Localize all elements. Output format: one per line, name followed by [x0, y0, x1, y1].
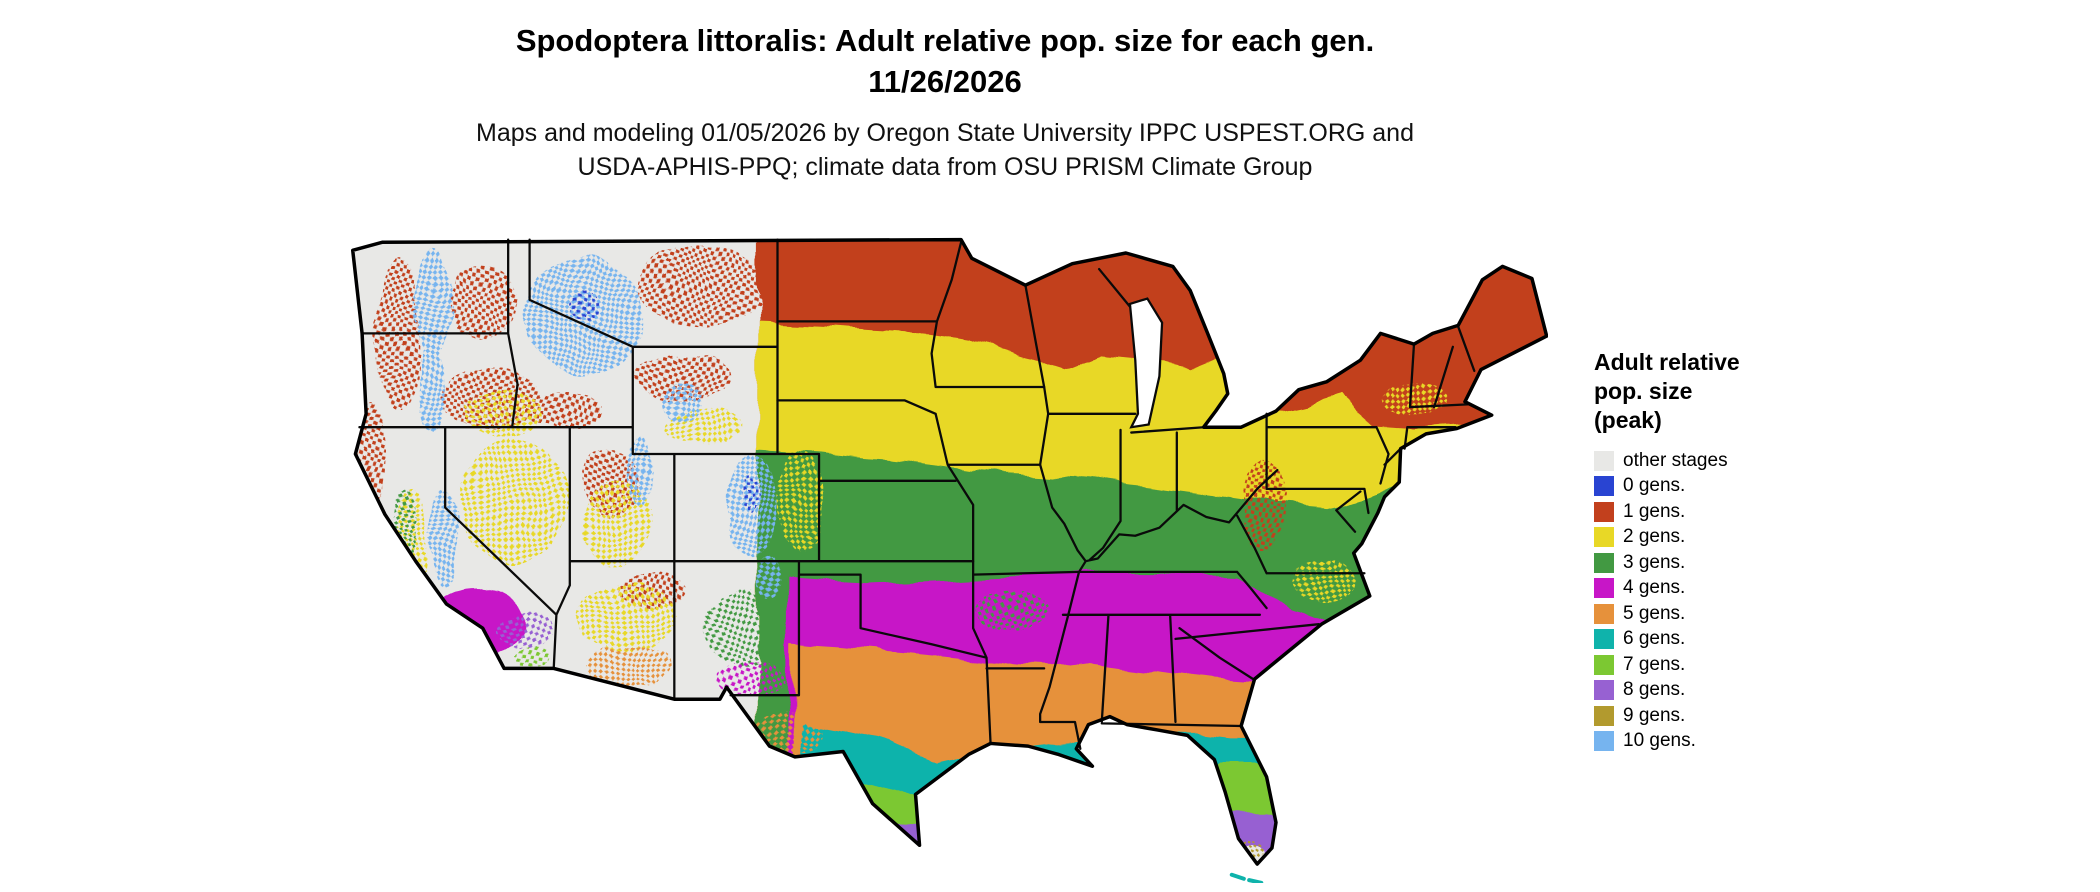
legend-swatch — [1594, 552, 1614, 573]
legend-label: 5 gens. — [1623, 602, 1686, 624]
speckle-patch — [429, 486, 459, 588]
speckle-patch — [1241, 459, 1287, 551]
land-fill-group — [352, 239, 1547, 865]
lake-michigan — [1128, 297, 1164, 429]
speckle-patch — [636, 246, 766, 327]
speckle-patch — [446, 637, 495, 662]
legend-item: 9 gens. — [1594, 703, 1874, 729]
speckle-patch — [715, 660, 786, 693]
speckle-patch — [638, 352, 730, 401]
legend-item: 5 gens. — [1594, 601, 1874, 627]
legend-swatch — [1594, 501, 1614, 522]
legend-label: 1 gens. — [1623, 500, 1686, 522]
legend-item: 1 gens. — [1594, 499, 1874, 525]
legend-label: 9 gens. — [1623, 704, 1686, 726]
state-borders-plains — [729, 241, 1081, 745]
legend-label: 7 gens. — [1623, 653, 1686, 675]
map-subtitle-line2: USDA-APHIS-PPQ; climate data from OSU PR… — [577, 153, 1313, 181]
legend-swatch — [1594, 527, 1614, 548]
speckle-patch — [1297, 557, 1357, 606]
legend-item: 10 gens. — [1594, 729, 1874, 755]
band-8-gens — [872, 811, 1547, 865]
legend-item: 2 gens. — [1594, 525, 1874, 551]
speckle-patch — [977, 590, 1047, 629]
legend-title: Adult relative pop. size (peak) — [1594, 348, 1874, 435]
legend: Adult relative pop. size (peak) other st… — [1594, 348, 1874, 754]
speckle-patch — [447, 269, 518, 339]
legend-swatch — [1594, 603, 1614, 624]
state-borders-northeast — [1265, 325, 1476, 533]
speckle-patch — [415, 250, 451, 358]
legend-item: other stages — [1594, 448, 1874, 474]
florida-keys-dashes — [1229, 872, 1264, 883]
legend-item: 3 gens. — [1594, 550, 1874, 576]
legend-swatch — [1594, 705, 1614, 726]
legend-label: 10 gens. — [1623, 730, 1696, 752]
map-subtitle: Maps and modeling 01/05/2026 by Oregon S… — [300, 116, 1590, 184]
speckle-patch — [584, 646, 676, 690]
legend-item: 8 gens. — [1594, 678, 1874, 704]
generation-bands — [355, 239, 1547, 865]
legend-swatch — [1594, 578, 1614, 599]
state-borders — [358, 238, 1476, 750]
speckle-patch — [355, 403, 388, 511]
legend-label: 8 gens. — [1623, 679, 1686, 701]
legend-swatch — [1594, 731, 1614, 752]
speckle-patch — [516, 648, 549, 668]
legend-item: 6 gens. — [1594, 627, 1874, 653]
state-borders-midwest — [1024, 267, 1279, 750]
speckle-patch — [746, 713, 822, 757]
state-borders-south — [1061, 514, 1366, 728]
speckle-patch — [497, 614, 552, 650]
legend-title-line1: Adult relative — [1594, 349, 1740, 375]
legend-swatch — [1594, 629, 1614, 650]
map-title-date: 11/26/2026 — [868, 64, 1022, 99]
legend-label: 4 gens. — [1623, 577, 1686, 599]
legend-item: 0 gens. — [1594, 474, 1874, 500]
legend-item: 7 gens. — [1594, 652, 1874, 678]
map-title-line1: Spodoptera littoralis: Adult relative po… — [515, 23, 1375, 58]
speckle-patch — [626, 435, 653, 505]
legend-swatch — [1594, 654, 1614, 675]
legend-swatch — [1594, 680, 1614, 701]
speckle-patch — [572, 290, 600, 323]
legend-item: 4 gens. — [1594, 576, 1874, 602]
speckle-patch — [575, 582, 677, 653]
speckle-patch — [459, 439, 568, 563]
legend-items: other stages 0 gens. 1 gens. 2 gens. 3 g… — [1594, 448, 1874, 754]
speckle-patch — [703, 590, 785, 666]
us-map — [342, 226, 1548, 883]
legend-label: other stages — [1623, 449, 1728, 471]
legend-label: 0 gens. — [1623, 475, 1686, 497]
speckle-patch — [664, 378, 703, 422]
legend-swatch — [1594, 476, 1614, 497]
speckle-patch — [522, 395, 604, 428]
us-map-svg — [350, 237, 1548, 883]
speckle-patch — [417, 344, 444, 430]
legend-title-line2: pop. size — [1594, 378, 1693, 404]
map-subtitle-line1: Maps and modeling 01/05/2026 by Oregon S… — [476, 119, 1414, 147]
speckle-patch — [777, 449, 824, 552]
map-title: Spodoptera littoralis: Adult relative po… — [300, 20, 1590, 102]
legend-title-line3: (peak) — [1594, 407, 1662, 433]
legend-label: 2 gens. — [1623, 526, 1686, 548]
speckle-patch — [757, 555, 779, 599]
speckle-patch — [738, 475, 758, 513]
legend-swatch — [1594, 450, 1614, 471]
legend-label: 6 gens. — [1623, 628, 1686, 650]
legend-label: 3 gens. — [1623, 551, 1686, 573]
speckle-patch — [462, 389, 543, 438]
speckle-patch — [1379, 381, 1449, 414]
us-outline — [350, 237, 1548, 866]
